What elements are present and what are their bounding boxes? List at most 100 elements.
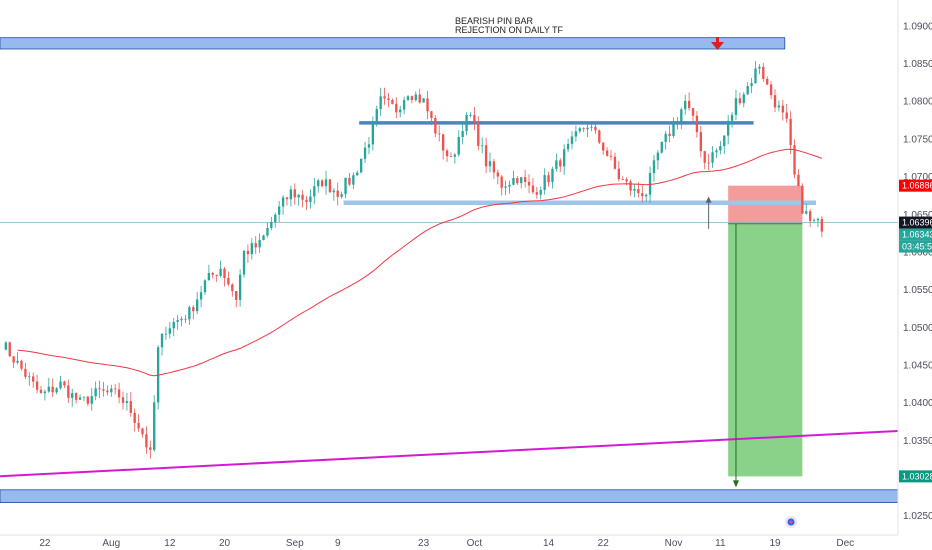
candle-body [797,174,800,186]
candle [39,385,43,394]
candle [383,87,386,105]
candle-body [781,105,784,113]
candle-body [160,333,164,348]
candle-body [602,142,605,151]
candle [399,105,402,118]
candle [734,89,738,121]
candle-body [301,194,304,200]
candle-body [816,218,820,221]
candle [754,60,757,84]
candle [367,137,371,155]
candle-body [644,194,648,197]
candle-body [114,388,117,390]
candle [192,305,195,320]
candle-body [309,196,312,202]
candle-body [340,194,343,197]
candle-body [500,176,503,188]
candle [609,150,613,161]
candle-body [207,273,211,281]
candle [566,138,570,153]
candle [699,125,703,158]
candle-body [180,318,183,321]
candle [320,179,324,188]
target-arrow-head-icon [732,480,739,488]
candle [235,290,238,308]
candle-body [504,186,507,188]
candle-body [305,199,308,202]
candle [508,180,511,194]
candle [324,170,328,195]
candle-body [238,274,242,300]
candle [55,387,58,395]
candle-body [86,396,90,404]
candle [664,130,667,150]
candle [422,97,425,103]
candle-body [574,131,578,137]
candle-body [149,447,152,450]
candle-body [121,397,125,403]
candle [777,100,781,112]
candle [47,377,50,393]
candle [801,183,804,214]
candle-body [211,273,214,275]
candle-body [531,185,535,193]
candle-body [16,360,19,363]
candle-body [742,94,745,104]
candle-body [559,160,562,167]
candle [153,395,156,452]
candle-body [348,177,351,185]
candle-body [28,376,31,378]
candle [145,426,148,454]
candle [453,153,457,164]
candle [28,372,31,386]
candle [356,170,359,176]
candle-body [402,100,406,110]
candle-body [438,133,441,135]
candle-body [363,147,367,159]
stop-arrow-head-icon [705,196,712,203]
candle-body [285,197,289,200]
candle [188,305,191,325]
x-tick-label: 19 [769,538,781,549]
candle-body [215,274,218,276]
candle [59,376,62,390]
candle [74,392,78,404]
candle-body [63,381,66,386]
candle [816,217,820,228]
candle-body [625,179,628,182]
x-tick-label: Nov [665,538,683,549]
candle [168,321,172,339]
candle [359,158,363,174]
candle-body [812,220,816,222]
candle-body [231,284,234,292]
candle-body [32,376,35,382]
candle [43,389,47,401]
candle [726,114,730,145]
candle-body [734,98,738,115]
candle [457,130,460,157]
candle [687,92,691,111]
candle [12,356,15,369]
candle-body [434,118,437,134]
candle [125,393,129,411]
candle-body [164,333,168,335]
y-tick-label: 1.04500 [903,360,932,371]
candle [117,382,121,404]
candle-body [695,115,699,133]
candle [344,177,347,199]
candle [250,238,254,260]
price-badge-bg [899,179,932,192]
candle [129,392,132,417]
candle [20,359,23,371]
candle [371,116,375,151]
candle [512,170,515,186]
candle-body [750,83,753,87]
candle-body [465,114,468,132]
compare-icon[interactable] [785,516,797,528]
candle-body [391,99,394,104]
candle [570,131,574,150]
candle [531,178,535,195]
candle-body [461,131,464,138]
candle-body [481,145,484,147]
